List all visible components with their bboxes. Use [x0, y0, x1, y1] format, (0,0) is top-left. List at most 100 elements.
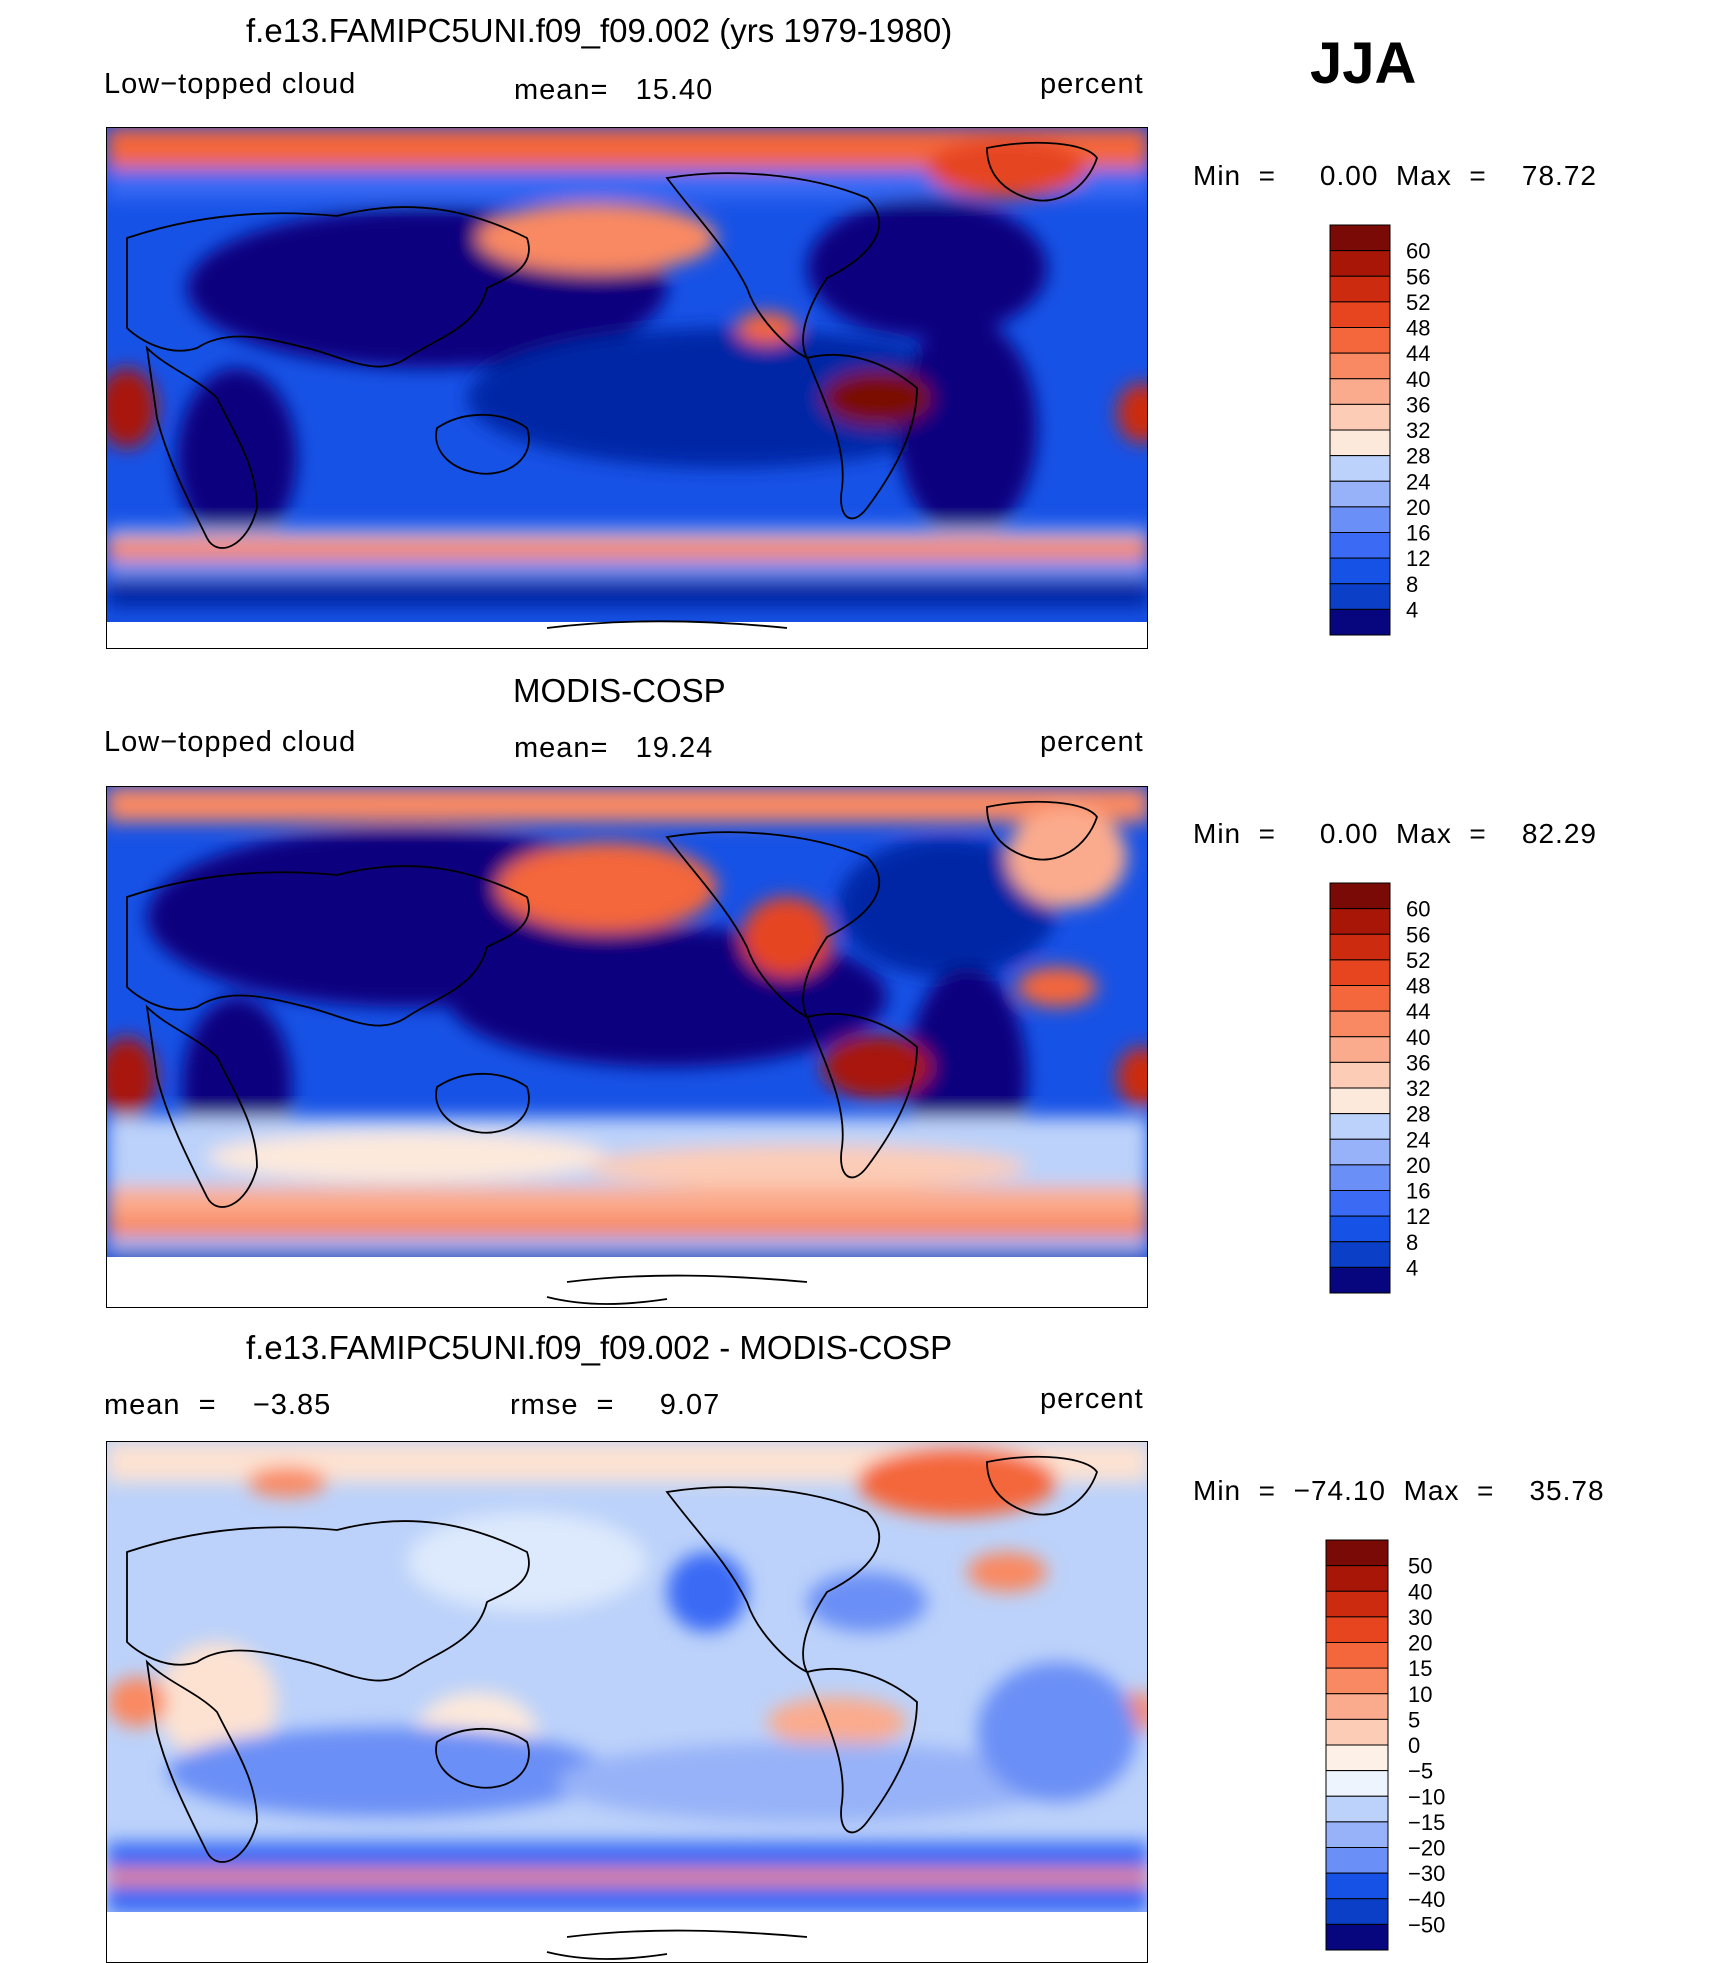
panel3-map	[106, 1441, 1148, 1963]
panel3-colorbar-tick-label: −30	[1408, 1861, 1445, 1886]
panel2-colorbar-tick-label: 32	[1406, 1076, 1430, 1101]
panel1-colorbar-tick-label: 28	[1406, 444, 1430, 469]
panel3-colorbar-tick-label: 5	[1408, 1707, 1420, 1732]
panel2-title: MODIS-COSP	[513, 672, 726, 709]
panel2-colorbar-tick-label: 60	[1406, 897, 1430, 922]
panel3-colorbar-tick-label: 15	[1408, 1656, 1432, 1681]
panel2-colorbar-tick-label: 36	[1406, 1050, 1430, 1075]
panel1-colorbar-color-box	[1329, 250, 1391, 277]
panel2-map-field	[107, 787, 1147, 1307]
panel3-colorbar-color-box	[1325, 1693, 1389, 1720]
panel2-colorbar-color-box	[1329, 985, 1391, 1012]
panel1-colorbar-tick-label: 60	[1406, 239, 1430, 264]
panel2-colorbar-tick-label: 48	[1406, 974, 1430, 999]
panel3-colorbar-color-box	[1325, 1744, 1389, 1772]
panel3-colorbar-color-box	[1325, 1642, 1389, 1669]
panel1-colorbar-color-box	[1329, 583, 1391, 610]
panel3-colorbar-color-box	[1325, 1667, 1389, 1695]
panel1-colorbar-tick-label: 48	[1406, 316, 1430, 341]
panel1-colorbar-color-box	[1329, 506, 1391, 534]
panel2-colorbar-color-box	[1329, 1138, 1391, 1166]
panel3-coastlines	[126, 1455, 1098, 1960]
panel1-colorbar-tick-label: 36	[1406, 392, 1430, 417]
panel3-rmse-label: rmse = 9.07	[510, 1389, 721, 1421]
panel2-colorbar-color-box	[1329, 1010, 1391, 1038]
panel1-units-label: percent	[1040, 68, 1144, 100]
panel2-colorbar-color-box	[1329, 1266, 1391, 1294]
panel2-colorbar-tick-label: 28	[1406, 1102, 1430, 1127]
panel1-colorbar-color-box	[1329, 429, 1391, 457]
panel1-map-field	[107, 128, 1147, 648]
panel1-minmax-label: Min = 0.00 Max = 78.72	[1193, 160, 1597, 191]
panel2-colorbar-tick-label: 44	[1406, 999, 1430, 1024]
panel1-colorbar-color-box	[1329, 352, 1391, 380]
panel3-colorbar-tick-label: 20	[1408, 1631, 1432, 1656]
panel1-colorbar-color-box	[1329, 378, 1391, 405]
panel1-colorbar-color-box	[1329, 608, 1391, 636]
panel3-colorbar-color-box	[1325, 1590, 1389, 1618]
panel2-minmax-label: Min = 0.00 Max = 82.29	[1193, 818, 1597, 849]
panel2-map	[106, 786, 1148, 1308]
panel3-colorbar-color-box	[1325, 1539, 1389, 1567]
panel2-colorbar-color-box	[1329, 1215, 1391, 1243]
panel1-colorbar-tick-label: 12	[1406, 546, 1430, 571]
panel1-colorbar-color-box	[1329, 455, 1391, 482]
panel2-coastlines	[126, 800, 1098, 1305]
panel2-colorbar-color-box	[1329, 933, 1391, 961]
panel3-colorbar-tick-label: 50	[1408, 1554, 1432, 1579]
panel1-coastlines	[126, 141, 1098, 629]
panel2-colorbar-color-box	[1329, 1241, 1391, 1268]
panel2-colorbar-color-box	[1329, 1164, 1391, 1192]
panel3-map-field	[107, 1442, 1147, 1962]
panel3-colorbar-color-box	[1325, 1898, 1389, 1925]
panel2-colorbar-color-box	[1329, 908, 1391, 935]
panel3-colorbar-tick-label: 0	[1408, 1733, 1420, 1758]
panel3-colorbar-tick-label: −5	[1408, 1759, 1433, 1784]
panel2-colorbar-color-box	[1329, 1036, 1391, 1063]
panel2-colorbar-tick-label: 56	[1406, 922, 1430, 947]
panel3-title: f.e13.FAMIPC5UNI.f09_f09.002 - MODIS-COS…	[246, 1329, 953, 1366]
panel1-colorbar-color-box	[1329, 480, 1391, 508]
panel1-mean-label: mean= 15.40	[514, 74, 714, 106]
panel2-units-label: percent	[1040, 726, 1144, 758]
panel2-colorbar-color-box	[1329, 1087, 1391, 1115]
panel3-colorbar-color-box	[1325, 1565, 1389, 1592]
panel2-colorbar-tick-label: 8	[1406, 1230, 1418, 1255]
panel2-colorbar-color-box	[1329, 882, 1391, 910]
panel1-title: f.e13.FAMIPC5UNI.f09_f09.002 (yrs 1979-1…	[246, 12, 953, 49]
panel1-variable-label: Low−topped cloud	[104, 68, 357, 100]
panel3-colorbar-color-box	[1325, 1616, 1389, 1644]
panel2-colorbar-color-box	[1329, 1113, 1391, 1140]
panel3-colorbar-tick-label: −20	[1408, 1836, 1445, 1861]
panel1-colorbar-tick-label: 16	[1406, 521, 1430, 546]
panel2-colorbar-tick-label: 52	[1406, 948, 1430, 973]
panel2-colorbar-color-box	[1329, 1061, 1391, 1089]
panel3-colorbar-color-box	[1325, 1821, 1389, 1849]
panel1-colorbar-color-box	[1329, 224, 1391, 252]
panel2-colorbar-color-box	[1329, 959, 1391, 987]
panel1-colorbar-color-box	[1329, 301, 1391, 329]
season-label: JJA	[1310, 31, 1417, 96]
panel1-colorbar-color-box	[1329, 275, 1391, 303]
panel2-colorbar-tick-label: 20	[1406, 1153, 1430, 1178]
panel2-colorbar-tick-label: 24	[1406, 1127, 1430, 1152]
panel2-colorbar: 60 56 52 48 44 40 36 32 28 24 20 16 12 8 4	[1329, 882, 1470, 1303]
panel3-colorbar-color-box	[1325, 1770, 1389, 1797]
panel2-colorbar-tick-label: 12	[1406, 1204, 1430, 1229]
panel1-colorbar-tick-label: 20	[1406, 495, 1430, 520]
panel1-colorbar: 60 56 52 48 44 40 36 32 28 24 20 16 12 8 4	[1329, 224, 1470, 645]
panel1-colorbar-tick-label: 32	[1406, 418, 1430, 443]
panel2-variable-label: Low−topped cloud	[104, 726, 357, 758]
panel1-colorbar-tick-label: 8	[1406, 572, 1418, 597]
panel2-colorbar-tick-label: 16	[1406, 1179, 1430, 1204]
panel1-map	[106, 127, 1148, 649]
panel1-colorbar-tick-label: 4	[1406, 597, 1418, 622]
panel1-colorbar-color-box	[1329, 532, 1391, 559]
panel3-units-label: percent	[1040, 1383, 1144, 1415]
panel3-colorbar-tick-label: −15	[1408, 1810, 1445, 1835]
panel3-mean-label: mean = −3.85	[104, 1389, 332, 1421]
panel3-colorbar-tick-label: 40	[1408, 1579, 1432, 1604]
